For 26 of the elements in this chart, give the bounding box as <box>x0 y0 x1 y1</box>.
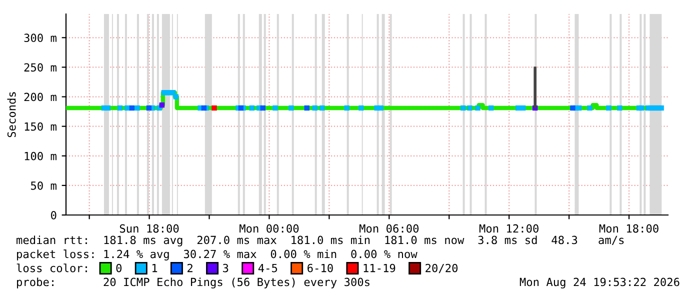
legend-label: 2 <box>188 264 192 272</box>
x-tick-label: Mon 12:00 <box>479 224 538 233</box>
legend-label: 6-10 <box>308 264 333 272</box>
legend-label: 11-19 <box>364 264 396 272</box>
y-tick-label: 150 m <box>24 122 56 131</box>
legend-title: loss color: <box>16 264 87 272</box>
legend-label: 20/20 <box>426 264 458 274</box>
text: packet loss: 1.24 % avg 30.27 % max 0.00 % min 0.00 % now <box>17 250 418 260</box>
text: probe: 20 ICMP Echo Pings (56 Bytes) every 300s <box>17 278 370 288</box>
text: Mon Aug 24 19:53:22 2026 <box>520 278 680 288</box>
legend-label: 4-5 <box>258 264 278 272</box>
x-tick-label: Mon 00:00 <box>240 224 299 233</box>
y-tick-label: 250 m <box>24 63 56 72</box>
legend-label: 1 <box>152 264 158 272</box>
legend-label: 0 <box>116 264 122 272</box>
y-axis-title: Seconds <box>7 92 16 138</box>
y-tick-label: 50 m <box>30 181 56 190</box>
y-tick-label: 300 m <box>24 34 56 42</box>
y-tick-label: 100 m <box>24 152 56 160</box>
x-tick-label: Mon 06:00 <box>360 224 419 233</box>
y-tick-label: 200 m <box>24 92 56 102</box>
x-tick-label: Mon 18:00 <box>599 224 658 233</box>
legend-label: 3 <box>223 264 228 272</box>
x-tick-label: Sun 18:00 <box>120 224 179 233</box>
text: median rtt: 181.8 ms avg 207.0 ms max 181.0 ms min 181.0 ms now 3.8 ms sd 48.3 am/s <box>16 236 624 246</box>
y-tick-label: 0 <box>51 211 56 220</box>
